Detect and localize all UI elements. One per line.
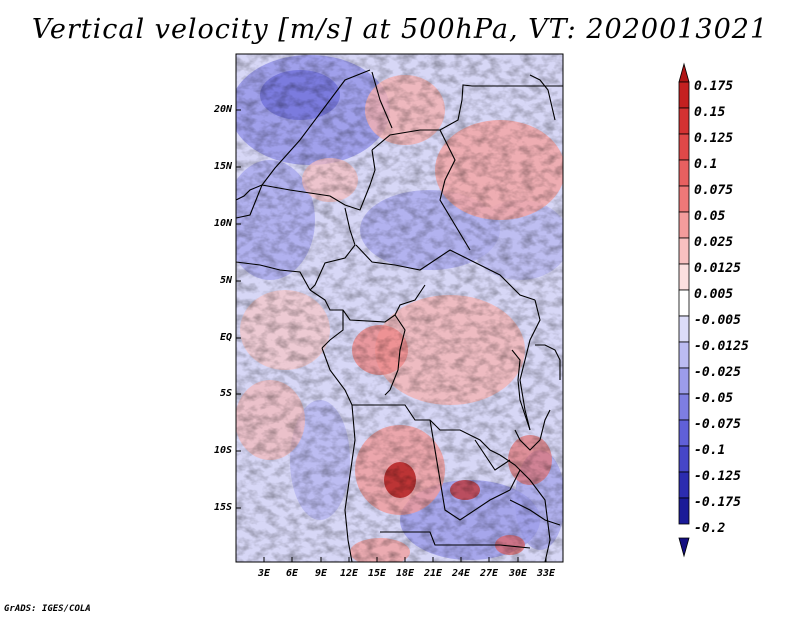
colorbar-label: 0.075 — [694, 183, 734, 198]
velocity-field — [236, 54, 563, 562]
lat-label: 15S — [213, 502, 232, 513]
colorbar-segment — [678, 237, 690, 265]
colorbar-segment — [678, 263, 690, 291]
lon-label: 27E — [479, 568, 499, 579]
lon-label: 24E — [451, 568, 471, 579]
lat-label: 20N — [213, 104, 232, 115]
country-borders — [236, 69, 563, 562]
colorbar-top-arrow — [678, 62, 690, 83]
colorbar-label: -0.025 — [694, 365, 741, 380]
lon-label: 15E — [367, 568, 387, 579]
lat-label: 15N — [213, 161, 232, 172]
lon-label: 12E — [339, 568, 359, 579]
colorbar-label: -0.2 — [694, 521, 726, 536]
lat-label: 10S — [213, 445, 232, 456]
colorbar-label: 0.025 — [694, 235, 734, 250]
lon-label: 30E — [508, 568, 528, 579]
colorbar-bottom-arrow — [678, 537, 690, 558]
lat-label: EQ — [219, 332, 232, 343]
colorbar-segment — [678, 393, 690, 421]
colorbar-segment — [678, 471, 690, 499]
colorbar-label: 0.05 — [694, 209, 726, 224]
lon-label: 6E — [285, 568, 299, 579]
colorbar-label: 0.15 — [694, 105, 726, 120]
colorbar-label: 0.1 — [694, 157, 718, 172]
colorbar-label: -0.0125 — [694, 339, 749, 354]
colorbar-segment — [678, 107, 690, 135]
colorbar-segment — [678, 341, 690, 369]
lon-label: 18E — [395, 568, 415, 579]
colorbar-label: 0.125 — [694, 131, 734, 146]
lat-label: 5N — [219, 275, 232, 286]
lon-label: 33E — [536, 568, 556, 579]
colorbar-label: 0.0125 — [694, 261, 741, 276]
lat-label: 10N — [213, 218, 232, 229]
credit-text: GrADS: IGES/COLA — [4, 604, 91, 614]
map-frame — [235, 53, 564, 563]
colorbar-label: 0.175 — [694, 79, 734, 94]
colorbar-segment — [678, 289, 690, 317]
colorbar-segment — [678, 497, 690, 525]
colorbar-segment — [678, 367, 690, 395]
colorbar-segment — [678, 133, 690, 161]
lon-label: 9E — [314, 568, 328, 579]
lat-label: 5S — [219, 388, 232, 399]
colorbar-label: -0.1 — [694, 443, 726, 458]
colorbar-segment — [678, 159, 690, 187]
colorbar-segment — [678, 81, 690, 109]
colorbar-label: 0.005 — [694, 287, 734, 302]
colorbar-segment — [678, 445, 690, 473]
colorbar-label: -0.075 — [694, 417, 741, 432]
colorbar-segment — [678, 419, 690, 447]
colorbar-label: -0.175 — [694, 495, 741, 510]
colorbar — [678, 62, 690, 558]
lon-label: 21E — [423, 568, 443, 579]
colorbar-segment — [678, 185, 690, 213]
colorbar-label: -0.005 — [694, 313, 741, 328]
axis-ticks — [236, 109, 547, 562]
colorbar-segment — [678, 315, 690, 343]
lon-label: 3E — [257, 568, 271, 579]
colorbar-label: -0.05 — [694, 391, 734, 406]
colorbar-segment — [678, 211, 690, 239]
plot-title: Vertical velocity [m/s] at 500hPa, VT: 2… — [31, 14, 769, 45]
colorbar-label: -0.125 — [694, 469, 741, 484]
